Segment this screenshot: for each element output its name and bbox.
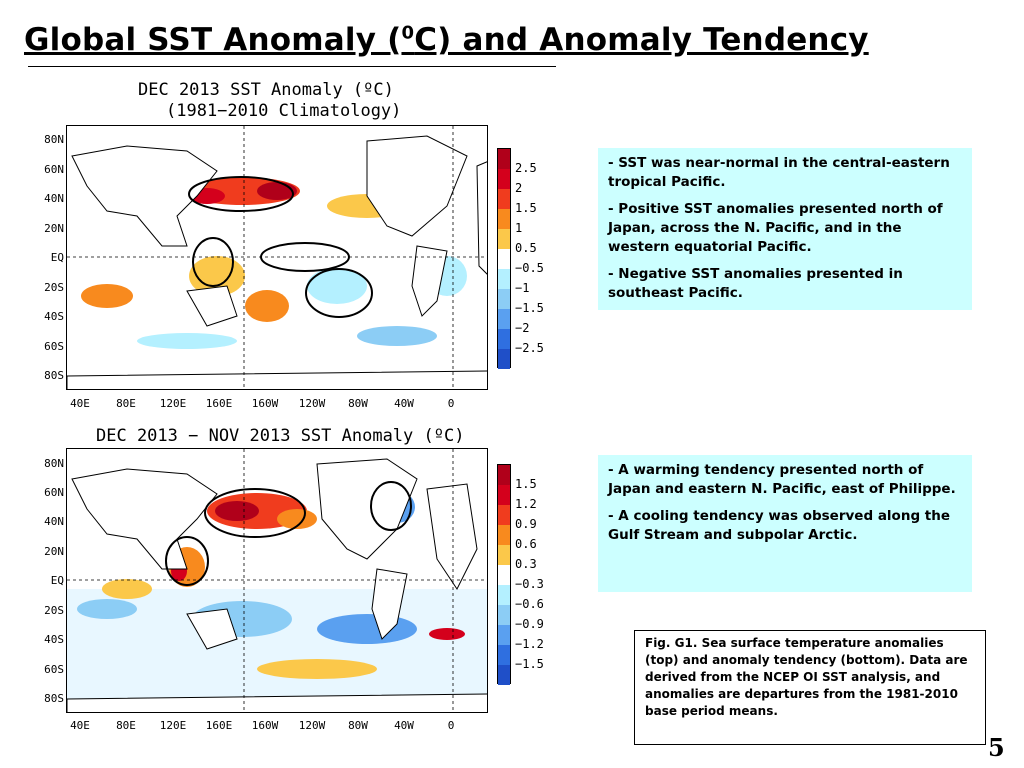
top-y-label: 20N: [44, 222, 64, 235]
top-y-label: 40S: [44, 310, 64, 323]
top-y-label: 20S: [44, 281, 64, 294]
bottom-y-label: 20S: [44, 604, 64, 617]
bottom-x-label: 160W: [251, 719, 279, 732]
bottom-y-label: 60N: [44, 486, 64, 499]
top-y-label: 60N: [44, 163, 64, 176]
slide-title: Global SST Anomaly (0C) and Anomaly Tend…: [24, 22, 869, 58]
top-x-label: 120E: [159, 397, 187, 410]
bottom-y-label: 80N: [44, 457, 64, 470]
bottom-y-label: 80S: [44, 692, 64, 705]
top-x-label: 120W: [298, 397, 326, 410]
page-number: 5: [988, 733, 1005, 762]
bottom-x-label: 120E: [159, 719, 187, 732]
bottom-colorbar: [497, 464, 511, 685]
top-y-label: EQ: [50, 251, 64, 264]
bottom-map-title: DEC 2013 − NOV 2013 SST Anomaly (ºC): [96, 426, 465, 446]
colorbar-label: 1: [515, 221, 523, 235]
colorbar-label: 2: [515, 181, 523, 195]
colorbar-swatch: [498, 169, 510, 189]
colorbar-swatch: [498, 545, 510, 565]
bottom-y-label: 40N: [44, 515, 64, 528]
bottom-y-label: EQ: [50, 574, 64, 587]
top-y-label: 60S: [44, 340, 64, 353]
colorbar-swatch: [498, 665, 510, 685]
colorbar-swatch: [498, 465, 510, 485]
colorbar-swatch: [498, 625, 510, 645]
top-x-label: 160E: [205, 397, 233, 410]
top-x-label: 80E: [116, 397, 136, 410]
colorbar-swatch: [498, 485, 510, 505]
bottom-findings-box: - A warming tendency presented north of …: [598, 455, 972, 592]
bottom-x-label: 80W: [348, 719, 368, 732]
colorbar-label: −2.5: [515, 341, 544, 355]
bottom-y-label: 20N: [44, 545, 64, 558]
colorbar-label: 1.2: [515, 497, 537, 511]
title-divider: [28, 66, 556, 67]
colorbar-label: 0.6: [515, 537, 537, 551]
colorbar-label: 1.5: [515, 477, 537, 491]
top-map-subtitle: (1981−2010 Climatology): [166, 101, 402, 121]
colorbar-label: −1.5: [515, 301, 544, 315]
top-y-label: 40N: [44, 192, 64, 205]
colorbar-swatch: [498, 605, 510, 625]
top-sst-anomaly-map: [66, 125, 488, 390]
colorbar-label: 2.5: [515, 161, 537, 175]
colorbar-label: −1.5: [515, 657, 544, 671]
figure-caption: Fig. G1. Sea surface temperature anomali…: [634, 630, 986, 745]
colorbar-label: 0.3: [515, 557, 537, 571]
colorbar-label: 1.5: [515, 201, 537, 215]
top-findings-box: - SST was near-normal in the central-eas…: [598, 148, 972, 310]
bottom-x-label: 120W: [298, 719, 326, 732]
bottom-y-label: 60S: [44, 663, 64, 676]
bottom-x-label: 80E: [116, 719, 136, 732]
colorbar-label: −2: [515, 321, 530, 335]
top-x-label: 80W: [348, 397, 368, 410]
colorbar-label: 0.9: [515, 517, 537, 531]
bottom-finding-1: - A warming tendency presented north of …: [608, 462, 956, 497]
top-finding-3: - Negative SST anomalies presented in so…: [608, 266, 903, 301]
bottom-x-label: 160E: [205, 719, 233, 732]
colorbar-swatch: [498, 249, 510, 269]
top-map-title: DEC 2013 SST Anomaly (ºC): [138, 80, 394, 100]
colorbar-swatch: [498, 209, 510, 229]
colorbar-label: −1.2: [515, 637, 544, 651]
top-y-label: 80S: [44, 369, 64, 382]
colorbar-swatch: [498, 269, 510, 289]
bottom-x-label: 40E: [70, 719, 90, 732]
top-y-label: 80N: [44, 133, 64, 146]
colorbar-swatch: [498, 309, 510, 329]
colorbar-label: −1: [515, 281, 530, 295]
bottom-finding-2: - A cooling tendency was observed along …: [608, 508, 951, 543]
top-x-label: 40W: [394, 397, 414, 410]
colorbar-label: 0.5: [515, 241, 537, 255]
top-x-label: 40E: [70, 397, 90, 410]
colorbar-label: −0.3: [515, 577, 544, 591]
colorbar-swatch: [498, 229, 510, 249]
colorbar-label: −0.5: [515, 261, 544, 275]
bottom-sst-tendency-map: [66, 448, 488, 713]
bottom-x-label: 40W: [394, 719, 414, 732]
top-finding-1: - SST was near-normal in the central-eas…: [608, 155, 950, 190]
colorbar-swatch: [498, 349, 510, 369]
colorbar-swatch: [498, 329, 510, 349]
colorbar-swatch: [498, 525, 510, 545]
top-x-label: 0: [447, 397, 455, 410]
colorbar-swatch: [498, 149, 510, 169]
colorbar-swatch: [498, 645, 510, 665]
colorbar-swatch: [498, 189, 510, 209]
colorbar-swatch: [498, 289, 510, 309]
top-x-label: 160W: [251, 397, 279, 410]
colorbar-label: −0.6: [515, 597, 544, 611]
bottom-map-graphic: [67, 449, 487, 712]
colorbar-swatch: [498, 585, 510, 605]
bottom-y-label: 40S: [44, 633, 64, 646]
colorbar-swatch: [498, 565, 510, 585]
colorbar-swatch: [498, 505, 510, 525]
colorbar-label: −0.9: [515, 617, 544, 631]
top-finding-2: - Positive SST anomalies presented north…: [608, 201, 943, 255]
top-map-graphic: [67, 126, 487, 389]
bottom-x-label: 0: [447, 719, 455, 732]
top-colorbar: [497, 148, 511, 369]
